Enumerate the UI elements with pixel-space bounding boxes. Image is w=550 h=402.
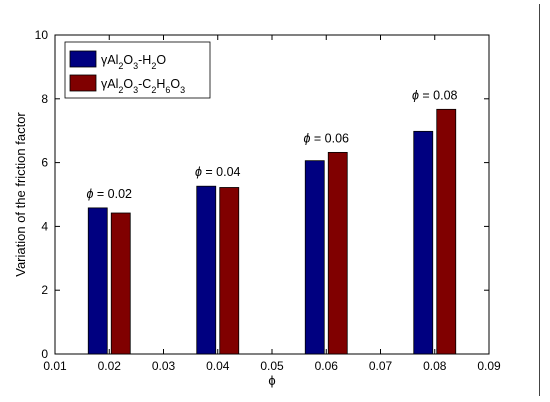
- y-tick-label: 0: [41, 347, 48, 361]
- x-tick-label: 0.06: [315, 359, 339, 373]
- legend-label-series2: γAl2O3-C2H6O3: [101, 77, 185, 95]
- y-tick-label: 4: [41, 219, 48, 233]
- phi-annotation: ϕ = 0.02: [86, 187, 132, 201]
- bar-series2-phi-0_08: [436, 108, 457, 355]
- x-axis-label: ϕ: [268, 373, 275, 388]
- y-tick-label: 8: [41, 92, 48, 106]
- legend-label-series1: γAl2O3-H2O: [101, 53, 166, 71]
- bar-series1-phi-0_02: [87, 207, 108, 355]
- bar-series2-phi-0_06: [327, 151, 348, 355]
- bar-series1-phi-0_08: [413, 130, 434, 355]
- x-tick-label: 0.03: [152, 359, 176, 373]
- bar-series1-phi-0_04: [196, 185, 217, 355]
- y-axis-label: Variation of the friction factor: [13, 112, 28, 277]
- legend-swatch-series1: [69, 50, 97, 68]
- bar-series1-phi-0_06: [304, 160, 325, 355]
- x-tick-label: 0.02: [98, 359, 122, 373]
- x-tick-label: 0.01: [43, 359, 67, 373]
- y-tick-label: 6: [41, 156, 48, 170]
- x-tick-label: 0.04: [206, 359, 230, 373]
- bar-series2-phi-0_02: [110, 212, 131, 355]
- legend-swatch-series2: [69, 74, 97, 92]
- right-divider-line: [539, 4, 540, 396]
- phi-annotation: ϕ = 0.08: [412, 88, 458, 102]
- x-tick-label: 0.08: [423, 359, 447, 373]
- phi-annotation: ϕ = 0.04: [195, 165, 241, 179]
- bar-series2-phi-0_04: [219, 187, 240, 355]
- x-tick-label: 0.05: [260, 359, 284, 373]
- phi-annotation: ϕ = 0.06: [303, 131, 349, 145]
- x-tick-label: 0.07: [369, 359, 393, 373]
- y-tick-label: 2: [41, 283, 48, 297]
- x-tick-label: 0.09: [477, 359, 501, 373]
- y-tick-label: 10: [35, 28, 49, 42]
